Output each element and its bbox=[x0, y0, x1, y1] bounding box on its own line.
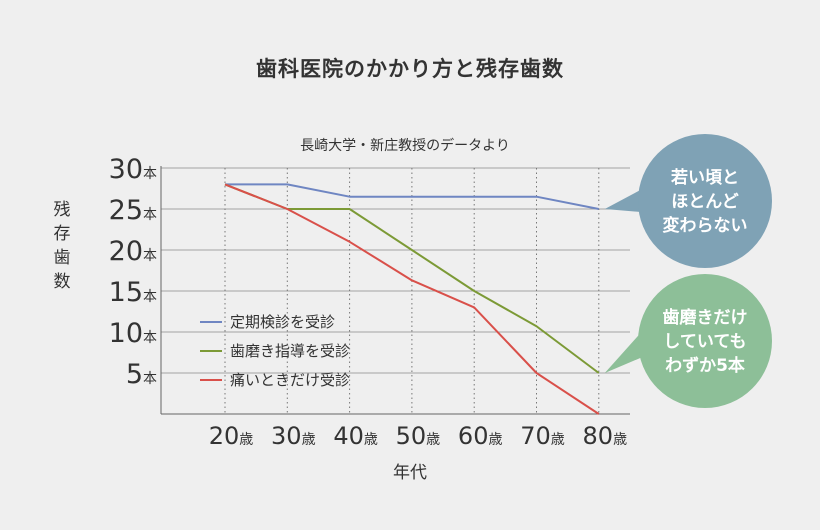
bubble-text: していても bbox=[663, 332, 746, 352]
y-axis-label: 残存歯数 bbox=[54, 200, 71, 292]
series-line-1 bbox=[225, 183, 599, 210]
annotation-bubble bbox=[638, 274, 772, 408]
y-axis-label-char: 存 bbox=[54, 224, 71, 244]
bubble-text: 歯磨きだけ bbox=[663, 307, 748, 328]
legend-label: 痛いときだけ受診 bbox=[230, 371, 350, 389]
legend-label: 歯磨き指導を受診 bbox=[230, 342, 350, 360]
y-tick-label: 10本 bbox=[109, 318, 157, 349]
x-tick-label: 30歳 bbox=[271, 422, 316, 450]
x-tick-label: 40歳 bbox=[333, 422, 378, 450]
chart-subtitle: 長崎大学・新庄教授のデータより bbox=[300, 137, 510, 154]
bubble-text: ほとんど bbox=[671, 192, 739, 212]
y-tick-label: 15本 bbox=[109, 277, 157, 308]
y-tick-labels: 5本 10本 15本 20本 25本 30本 bbox=[109, 154, 157, 390]
bubble-text: わずか5本 bbox=[665, 355, 745, 376]
y-axis-label-char: 歯 bbox=[54, 248, 71, 268]
x-tick-label: 60歳 bbox=[458, 422, 503, 450]
bubble-text: 若い頃と bbox=[670, 167, 739, 188]
chart-axes bbox=[160, 166, 630, 415]
y-tick-label: 30本 bbox=[109, 154, 157, 185]
y-tick-label: 20本 bbox=[109, 236, 157, 267]
series-line-3 bbox=[224, 183, 600, 415]
x-tick-label: 70歳 bbox=[520, 422, 565, 450]
x-tick-label: 50歳 bbox=[396, 422, 441, 450]
y-tick-label: 25本 bbox=[109, 195, 157, 226]
legend-label: 定期検診を受診 bbox=[230, 313, 335, 331]
y-axis-label-char: 数 bbox=[54, 272, 71, 292]
series-lines bbox=[224, 183, 600, 415]
y-tick-label: 5本 bbox=[126, 359, 157, 390]
x-tick-label: 80歳 bbox=[583, 422, 628, 450]
bubble-text: 変わらない bbox=[663, 215, 748, 236]
y-axis-label-char: 残 bbox=[54, 200, 71, 220]
x-tick-labels: 20歳 30歳 40歳 50歳 60歳 70歳 80歳 bbox=[209, 422, 627, 450]
chart-title: 歯科医院のかかり方と残存歯数 bbox=[256, 57, 564, 81]
x-tick-label: 20歳 bbox=[209, 422, 254, 450]
annotation-bubble bbox=[638, 134, 772, 268]
x-axis-label: 年代 bbox=[393, 463, 427, 483]
